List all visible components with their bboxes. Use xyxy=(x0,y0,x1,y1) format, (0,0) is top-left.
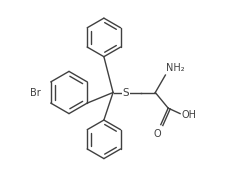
Text: S: S xyxy=(122,88,129,97)
Text: Br: Br xyxy=(30,88,41,97)
Text: O: O xyxy=(154,129,162,139)
Text: OH: OH xyxy=(181,110,196,120)
Text: NH₂: NH₂ xyxy=(166,63,185,73)
